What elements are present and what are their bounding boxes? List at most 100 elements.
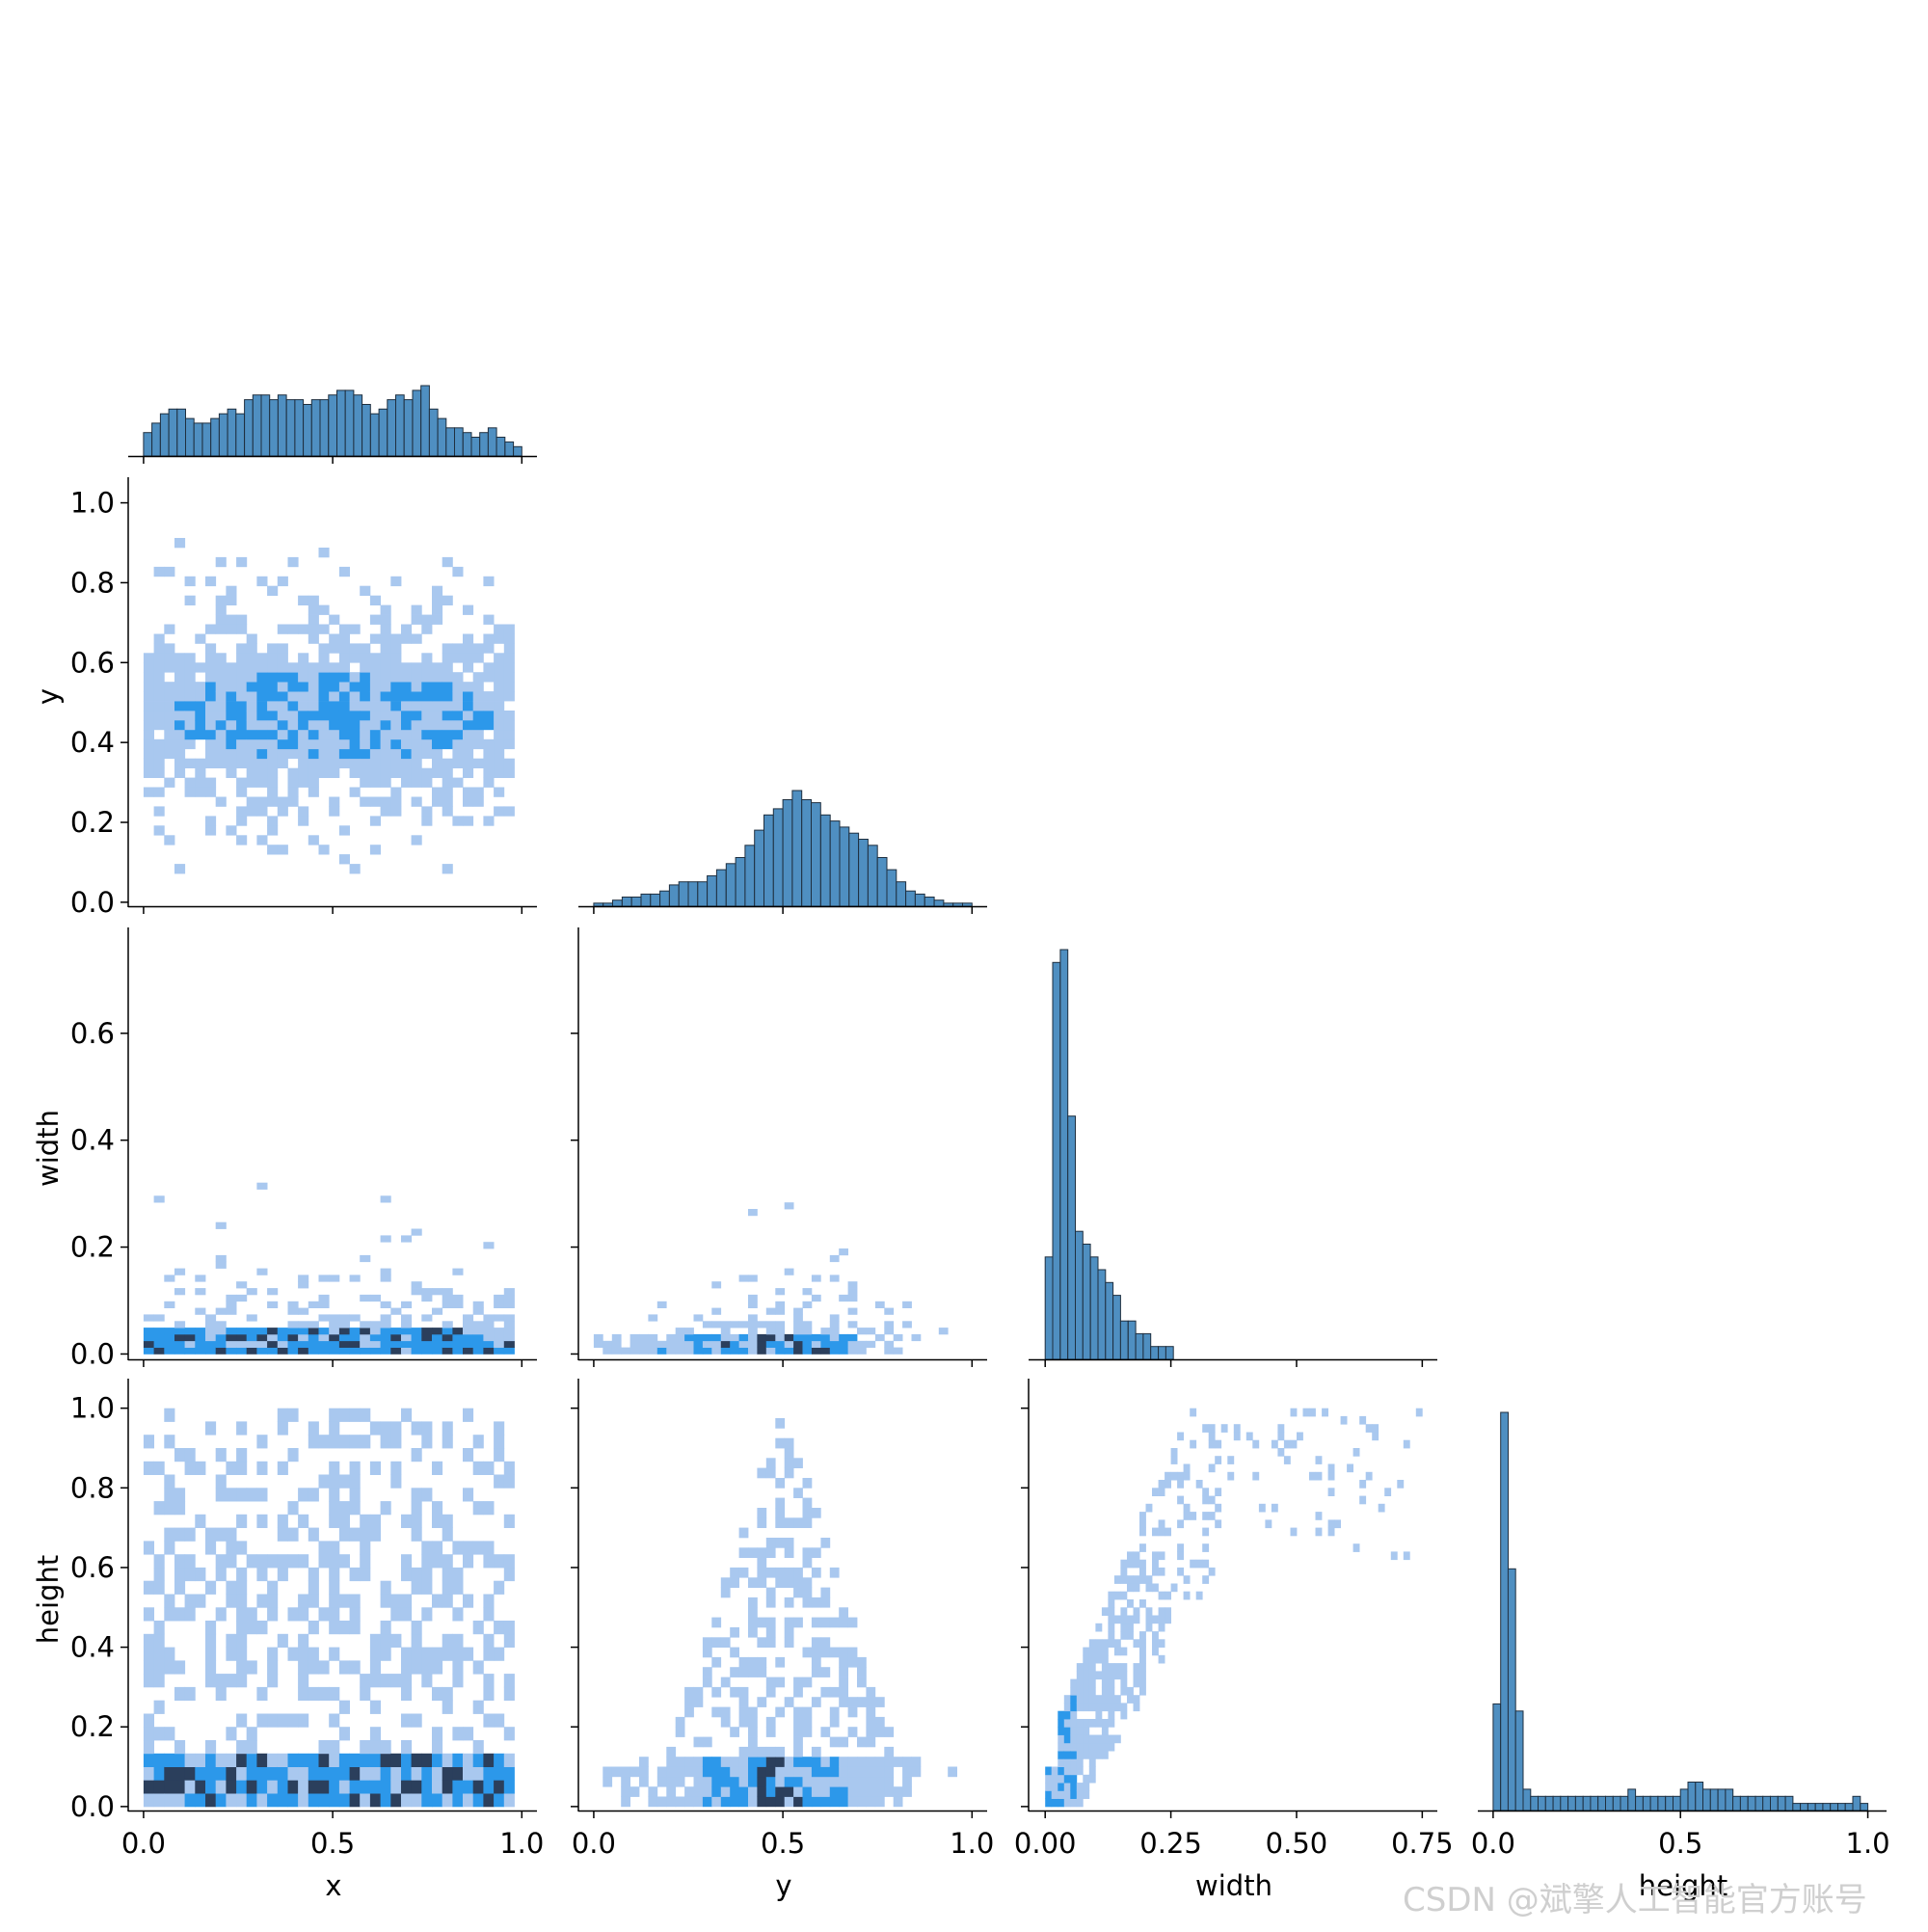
heatmap-cell [1063, 1766, 1071, 1776]
heatmap-cell [174, 653, 186, 663]
heatmap-cell [390, 691, 402, 702]
heatmap-cell [411, 1766, 422, 1781]
histogram-bar-x [336, 389, 346, 457]
heatmap-cell [639, 1347, 649, 1355]
heatmap-cell [360, 653, 371, 663]
heatmap-cell [143, 729, 154, 740]
histogram-bar-x [420, 385, 430, 457]
heatmap-cell [1139, 1678, 1146, 1688]
heatmap-cell [452, 653, 464, 663]
heatmap-cell [442, 864, 453, 874]
heatmap-cell [256, 1182, 268, 1190]
heatmap-cell [153, 1753, 165, 1767]
heatmap-cell [164, 662, 175, 673]
heatmap-cell [802, 1340, 813, 1348]
histogram-bar-x [328, 394, 337, 457]
heatmap-cell [1108, 1671, 1115, 1680]
heatmap-cell [1095, 1639, 1103, 1648]
heatmap-cell [702, 1766, 712, 1778]
heatmap-cell [329, 1541, 340, 1555]
heatmap-cell [738, 1527, 749, 1539]
histogram-bar-height [1777, 1795, 1786, 1811]
heatmap-cell [648, 1314, 658, 1322]
heatmap-cell [757, 1766, 767, 1778]
heatmap-cell [711, 1757, 722, 1767]
heatmap-cell [463, 1793, 474, 1808]
heatmap-cell [277, 662, 288, 673]
heatmap-cell [390, 662, 402, 673]
heatmap-cell [360, 1793, 371, 1808]
heatmap-cell [442, 719, 453, 731]
heatmap-cell [463, 643, 474, 654]
heatmap-cell [267, 701, 279, 711]
heatmap-cell [246, 1740, 257, 1755]
heatmap-cell [287, 1780, 299, 1794]
heatmap-cell [748, 1328, 758, 1335]
histogram-bar-height [1657, 1795, 1667, 1811]
heatmap-cell [143, 1314, 154, 1322]
heatmap-cell [1063, 1751, 1071, 1759]
heatmap-cell [380, 1647, 391, 1661]
heatmap-cell [730, 1686, 739, 1698]
heatmap-cell [1088, 1766, 1096, 1776]
heatmap-cell [775, 1706, 786, 1718]
heatmap-cell [287, 1340, 299, 1348]
heatmap-cell [793, 1727, 803, 1737]
heatmap-cell [143, 1461, 154, 1475]
heatmap-cell [720, 1796, 731, 1808]
heatmap-cell [866, 1697, 876, 1707]
heatmap-cell [494, 1580, 505, 1595]
heatmap-cell [298, 1340, 309, 1348]
heatmap-cell [1277, 1432, 1285, 1441]
heatmap-cell [738, 1667, 749, 1677]
heatmap-cell [287, 1408, 299, 1422]
heatmap-cell [195, 1594, 206, 1608]
heatmap-cell [802, 1647, 813, 1658]
heatmap-cell [195, 787, 206, 797]
heatmap-cell [847, 1656, 858, 1668]
heatmap-cell [452, 1328, 464, 1335]
histogram-bar-height [1642, 1795, 1651, 1811]
heatmap-cell [1227, 1471, 1235, 1481]
histogram-bar-width [1165, 1346, 1174, 1360]
heatmap-cell [205, 1347, 217, 1355]
heatmap-cell [452, 816, 464, 826]
heatmap-cell [802, 1508, 813, 1518]
heatmap-cell [298, 624, 309, 634]
heatmap-cell [195, 1275, 206, 1282]
heatmap-cell [267, 796, 279, 807]
heatmap-cell [236, 1580, 248, 1595]
heatmap-cell [494, 1435, 505, 1449]
heatmap-cell [298, 816, 309, 826]
heatmap-cell [421, 701, 433, 711]
histogram-bar-x [193, 422, 203, 457]
heatmap-cell [390, 1766, 402, 1781]
heatmap-cell [621, 1347, 630, 1355]
heatmap-cell [765, 1757, 776, 1767]
heatmap-cell [401, 1740, 413, 1755]
heatmap-cell [421, 662, 433, 673]
histogram-bar-height [1530, 1795, 1540, 1811]
heatmap-cell [1378, 1503, 1385, 1513]
heatmap-cell [847, 1766, 858, 1778]
heatmap-cell [380, 672, 391, 683]
heatmap-cell [648, 1786, 658, 1797]
heatmap-cell [329, 758, 340, 768]
heatmap-cell [143, 711, 154, 721]
heatmap-cell [338, 758, 350, 768]
y-tick-label-width: 0.4 [70, 1124, 115, 1157]
heatmap-cell [784, 1538, 794, 1548]
heatmap-cell [442, 691, 453, 702]
heatmap-cell [765, 1467, 776, 1479]
heatmap-cell [369, 672, 381, 683]
heatmap-cell [174, 1660, 186, 1675]
heatmap-cell [472, 1766, 484, 1781]
heatmap-cell [432, 614, 443, 625]
histogram-bar-height [1770, 1795, 1779, 1811]
heatmap-cell [360, 682, 371, 692]
heatmap-cell [702, 1667, 712, 1677]
heatmap-cell [338, 1793, 350, 1808]
heatmap-cell [1045, 1766, 1053, 1776]
heatmap-cell [442, 777, 453, 788]
heatmap-cell [380, 653, 391, 663]
